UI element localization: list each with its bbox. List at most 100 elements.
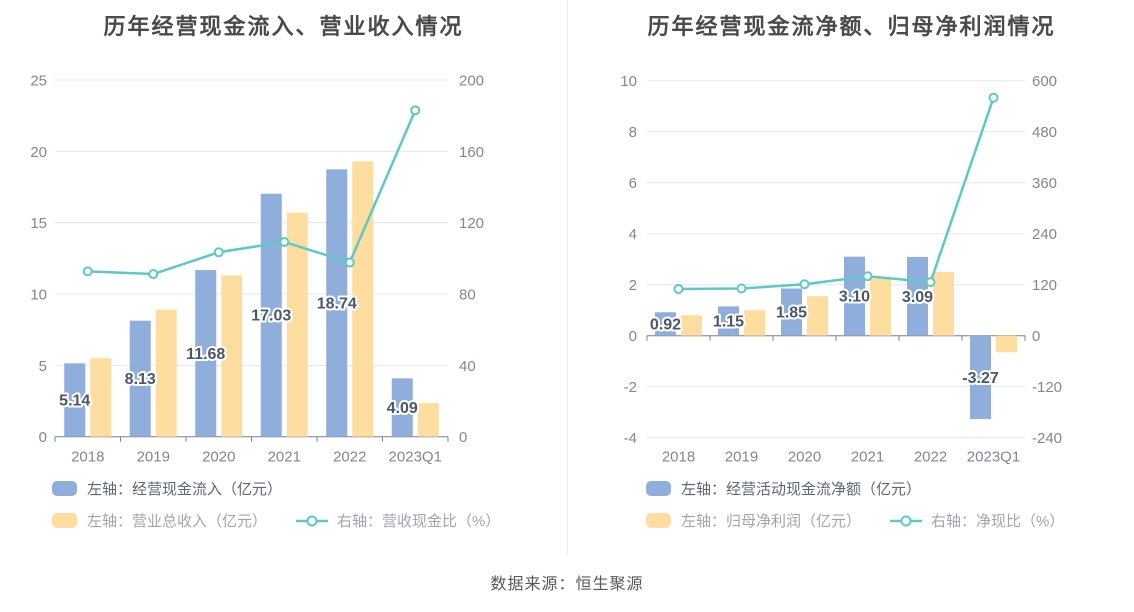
line-point-marker[interactable] — [988, 92, 999, 103]
cash-inflow-revenue-chart[interactable]: 0 0 5 40 10 80 15 120 20 160 25 200 2018 2019 2020 2021… — [0, 0, 567, 472]
left-axis-tick-label: 2 — [629, 277, 637, 294]
bar-series-1[interactable] — [655, 312, 676, 336]
bar-value-label: -3.27 — [962, 370, 999, 387]
bar-series-1[interactable] — [260, 193, 282, 437]
legend-row: 左轴：营业总收入（亿元） 右轴：营收现金比（%） — [52, 510, 500, 531]
legend-line-marker-icon — [889, 514, 923, 528]
line-point-marker[interactable] — [410, 105, 421, 116]
category-label: 2023Q1 — [967, 449, 1020, 466]
right-axis-tick-label: 480 — [1032, 124, 1057, 141]
bar-series-2[interactable] — [286, 212, 308, 437]
bar-value-label: 1.85 — [776, 305, 807, 322]
left-axis-tick-label: 10 — [30, 287, 47, 304]
bar-series-2[interactable] — [870, 278, 891, 336]
bar-series-2[interactable] — [933, 271, 954, 336]
bar-value-label: 1.15 — [713, 314, 744, 331]
bar-series-2[interactable] — [417, 403, 439, 437]
bar-series-2[interactable] — [996, 335, 1017, 353]
bar-value-label: 5.14 — [59, 393, 90, 410]
bar-value-label: 4.09 — [387, 400, 418, 417]
legend-swatch-blue-bar — [52, 481, 77, 496]
bar-series-2[interactable] — [744, 310, 765, 336]
legend-label: 左轴：归母净利润（亿元） — [681, 513, 862, 530]
left-axis-tick-label: 0 — [39, 429, 47, 446]
right-axis-tick-label: 40 — [459, 358, 476, 375]
legend-right: 左轴：经营活动现金流净额（亿元） 左轴：归母净利润（亿元） 右轴：净现比（%） — [646, 478, 1064, 531]
category-label: 2023Q1 — [389, 449, 442, 466]
bar-series-2[interactable] — [807, 296, 828, 336]
line-point-marker[interactable] — [279, 236, 290, 247]
legend-item-total-revenue[interactable]: 左轴：营业总收入（亿元） — [52, 510, 267, 531]
bar-value-label: 11.68 — [186, 346, 225, 363]
bar-series-1[interactable] — [195, 270, 217, 437]
line-point-marker[interactable] — [82, 266, 93, 277]
legend-swatch-orange-bar — [646, 513, 671, 528]
category-label: 2021 — [268, 449, 301, 466]
legend-row: 左轴：经营活动现金流净额（亿元） — [646, 478, 1064, 499]
legend-item-revenue-cash-ratio[interactable]: 右轴：营收现金比（%） — [295, 510, 500, 531]
chart-title-left: 历年经营现金流入、营业收入情况 — [103, 14, 464, 39]
category-label: 2021 — [851, 449, 884, 466]
bar-series-1[interactable] — [718, 306, 739, 336]
right-axis-tick-label: 600 — [1032, 73, 1057, 90]
ratio-line[interactable] — [678, 97, 995, 291]
bar-series-2[interactable] — [90, 358, 112, 437]
legend-label: 左轴：经营活动现金流净额（亿元） — [681, 481, 922, 498]
right-axis-tick-label: 120 — [1032, 277, 1057, 294]
bar-series-1[interactable] — [907, 256, 928, 336]
bar-series-2[interactable] — [221, 275, 243, 437]
right-axis-tick-label: -240 — [1032, 430, 1062, 447]
right-axis-tick-label: 160 — [459, 144, 484, 161]
line-point-marker[interactable] — [148, 269, 159, 280]
left-axis-tick-label: 10 — [620, 73, 637, 90]
category-label: 2019 — [725, 449, 758, 466]
bar-series-1[interactable] — [64, 363, 86, 437]
left-axis-tick-label: 15 — [30, 215, 47, 232]
legend-item-cash-inflow[interactable]: 左轴：经营现金流入（亿元） — [52, 478, 282, 499]
legend-left: 左轴：经营现金流入（亿元） 左轴：营业总收入（亿元） 右轴：营收现金比（%） — [52, 478, 500, 531]
category-label: 2019 — [137, 449, 170, 466]
category-label: 2018 — [662, 449, 695, 466]
bar-value-label: 3.10 — [839, 289, 870, 306]
bar-series-2[interactable] — [681, 315, 702, 336]
bar-series-1[interactable] — [391, 378, 413, 437]
category-label: 2020 — [788, 449, 821, 466]
chart-title-right: 历年经营现金流净额、归母净利润情况 — [647, 14, 1056, 39]
legend-row: 左轴：经营现金流入（亿元） — [52, 478, 500, 499]
legend-item-net-operating-cashflow[interactable]: 左轴：经营活动现金流净额（亿元） — [646, 478, 921, 499]
legend-label: 右轴：净现比（%） — [931, 513, 1065, 530]
line-point-marker[interactable] — [925, 277, 936, 288]
line-point-marker[interactable] — [736, 283, 747, 294]
left-axis-tick-label: 8 — [629, 124, 637, 141]
line-point-marker[interactable] — [799, 279, 810, 290]
left-axis-tick-label: 25 — [30, 73, 47, 90]
category-label: 2022 — [914, 449, 947, 466]
category-label: 2020 — [202, 449, 235, 466]
bar-series-1[interactable] — [970, 335, 991, 420]
bar-series-1[interactable] — [781, 288, 802, 336]
line-point-marker[interactable] — [344, 257, 355, 268]
right-axis-tick-label: 240 — [1032, 226, 1057, 243]
legend-item-net-profit[interactable]: 左轴：归母净利润（亿元） — [646, 510, 861, 531]
left-axis-tick-label: 20 — [30, 144, 47, 161]
bar-value-label: 3.09 — [902, 289, 933, 306]
bar-value-label: 18.74 — [317, 296, 357, 313]
bar-series-2[interactable] — [155, 309, 177, 437]
bar-series-2[interactable] — [352, 161, 374, 437]
legend-swatch-orange-bar — [52, 513, 77, 528]
bar-series-1[interactable] — [326, 169, 348, 437]
line-point-marker[interactable] — [213, 247, 224, 258]
legend-item-net-cash-ratio[interactable]: 右轴：净现比（%） — [889, 510, 1064, 531]
legend-row: 左轴：归母净利润（亿元） 右轴：净现比（%） — [646, 510, 1064, 531]
net-cashflow-net-profit-chart[interactable]: -4 -240 -2 -120 0 0 2 120 4 240 6 360 8 480 10 600 2018 2… — [568, 0, 1134, 472]
bar-value-label: 0.92 — [650, 316, 681, 333]
line-point-marker[interactable] — [673, 283, 684, 294]
net-cashflow-net-profit-panel: 历年经营现金流净额、归母净利润情况 -4 -240 -2 -120 0 0 2 120 4 240… — [567, 0, 1134, 555]
right-axis-tick-label: 0 — [1032, 328, 1040, 345]
left-axis-tick-label: 6 — [629, 175, 637, 192]
cash-inflow-revenue-panel: 历年经营现金流入、营业收入情况 0 0 5 40 10 80 15 120 20 160 25 200… — [0, 0, 567, 555]
bar-series-1[interactable] — [129, 320, 151, 437]
ratio-line[interactable] — [87, 109, 417, 276]
category-label: 2022 — [333, 449, 366, 466]
line-point-marker[interactable] — [862, 271, 873, 282]
